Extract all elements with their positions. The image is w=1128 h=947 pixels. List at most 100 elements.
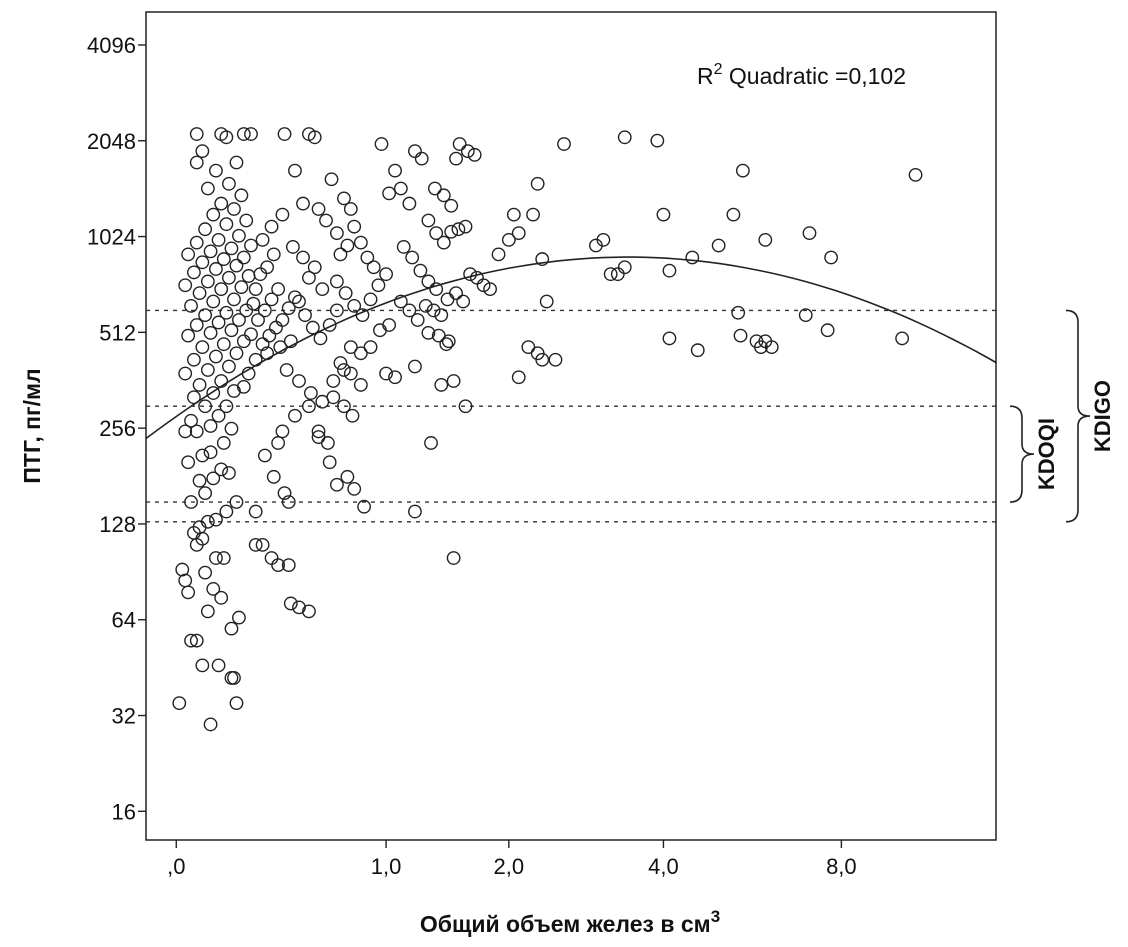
r2-letter: R xyxy=(697,63,714,89)
data-point xyxy=(296,250,310,265)
data-point xyxy=(329,477,344,492)
data-point xyxy=(436,188,451,203)
r2-text: Quadratic =0,102 xyxy=(723,63,906,89)
data-point xyxy=(227,384,241,398)
data-point xyxy=(178,424,193,439)
data-point xyxy=(292,374,306,388)
data-point xyxy=(224,241,239,256)
data-point xyxy=(371,278,386,293)
data-point xyxy=(326,374,341,388)
data-point xyxy=(262,328,277,343)
data-point xyxy=(200,604,215,619)
data-point xyxy=(219,130,234,145)
data-point xyxy=(434,378,449,392)
data-point xyxy=(315,282,330,297)
data-point xyxy=(198,486,213,500)
data-point xyxy=(271,436,286,450)
data-point xyxy=(206,581,221,596)
data-point xyxy=(298,308,312,323)
data-point xyxy=(195,340,210,355)
data-point xyxy=(353,235,368,250)
data-point xyxy=(360,250,375,265)
data-point xyxy=(214,374,229,388)
data-point xyxy=(198,565,213,580)
data-point xyxy=(440,292,455,307)
y-tick-label: 128 xyxy=(99,512,136,537)
data-point xyxy=(187,352,201,367)
data-point xyxy=(234,280,249,295)
bracket-label-kdoqi: KDOQI xyxy=(1034,418,1059,490)
data-point xyxy=(184,299,198,313)
data-point xyxy=(195,448,210,463)
data-point xyxy=(189,633,204,648)
data-point xyxy=(322,318,337,332)
data-point xyxy=(345,408,360,423)
data-point xyxy=(277,486,292,500)
data-point xyxy=(232,313,246,327)
data-point xyxy=(241,269,256,283)
data-point xyxy=(460,144,475,159)
data-point xyxy=(257,448,272,463)
data-point xyxy=(650,133,665,148)
data-point xyxy=(458,219,473,234)
data-point xyxy=(222,176,236,191)
data-point xyxy=(275,424,290,439)
data-point xyxy=(373,323,387,338)
data-point xyxy=(189,155,204,170)
data-point xyxy=(275,313,290,327)
data-point xyxy=(421,213,436,228)
data-point xyxy=(248,504,263,519)
data-point xyxy=(219,399,234,414)
data-point xyxy=(557,137,571,151)
y-tick-label: 64 xyxy=(112,608,136,633)
data-point xyxy=(337,363,351,377)
data-point xyxy=(439,337,454,352)
data-point xyxy=(402,196,417,211)
data-point xyxy=(222,466,236,480)
data-point xyxy=(320,436,335,450)
data-point xyxy=(343,202,358,216)
data-point xyxy=(548,352,563,367)
threshold-brackets: KDOQI KDIGO xyxy=(1009,309,1115,523)
data-point xyxy=(232,610,246,625)
data-point xyxy=(452,137,467,151)
data-point xyxy=(203,419,218,433)
data-point xyxy=(209,262,223,276)
data-point xyxy=(288,408,302,423)
data-point xyxy=(172,696,187,711)
data-point xyxy=(200,514,215,529)
data-point xyxy=(189,127,204,141)
data-point xyxy=(711,238,726,253)
data-point xyxy=(617,130,632,145)
data-point xyxy=(239,213,254,228)
data-point xyxy=(219,305,234,320)
data-point xyxy=(192,286,207,301)
data-point xyxy=(343,340,358,355)
bracket-label-kdigo: KDIGO xyxy=(1090,380,1115,452)
data-point xyxy=(216,436,231,450)
x-tick-label: 4,0 xyxy=(648,854,679,879)
data-point xyxy=(244,238,258,253)
data-point xyxy=(285,240,300,254)
y-axis-title: ПТГ, пг/мл xyxy=(19,368,45,483)
data-point xyxy=(382,318,396,332)
data-point xyxy=(181,328,196,343)
data-point xyxy=(302,604,316,619)
data-point xyxy=(200,181,215,196)
data-point xyxy=(292,294,306,309)
data-point xyxy=(244,327,258,342)
data-point xyxy=(405,250,420,265)
y-tick-label: 512 xyxy=(99,320,136,345)
data-point xyxy=(610,267,625,282)
data-point xyxy=(181,585,196,600)
data-point xyxy=(324,172,339,187)
x-tick-label: 8,0 xyxy=(826,854,857,879)
data-point xyxy=(273,340,288,355)
data-point xyxy=(305,320,320,335)
data-point xyxy=(302,127,316,141)
data-point xyxy=(214,196,229,211)
data-point xyxy=(311,202,326,216)
data-point xyxy=(382,186,396,201)
data-point xyxy=(236,127,251,141)
data-point xyxy=(224,323,239,338)
